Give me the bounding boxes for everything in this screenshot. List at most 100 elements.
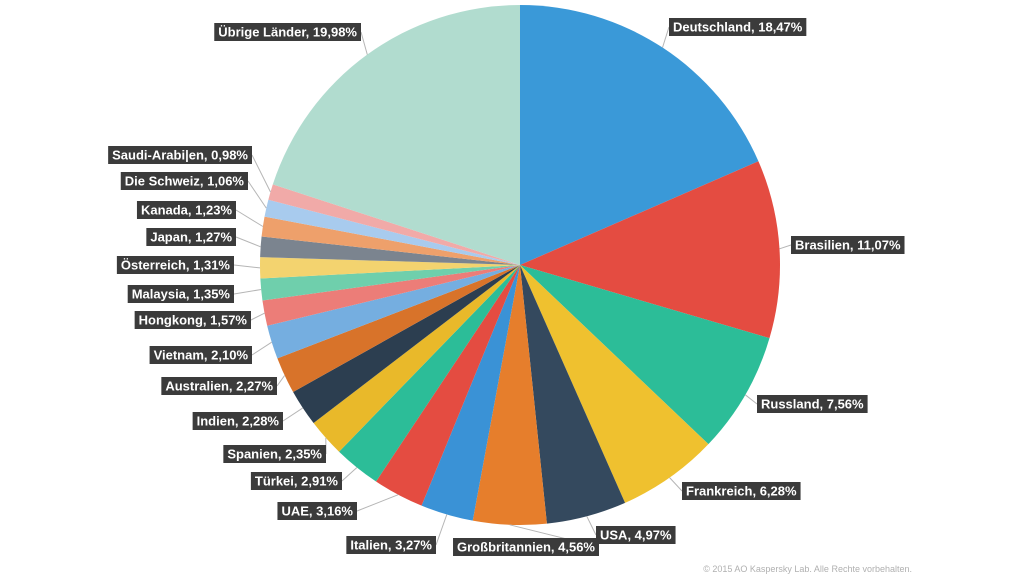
slice-label-text: Malaysia, 1,35% bbox=[132, 287, 231, 302]
leader-line bbox=[360, 31, 368, 55]
pie-slice bbox=[262, 265, 520, 326]
pie-slice bbox=[339, 265, 520, 482]
slice-label: Australien, 2,27% bbox=[161, 377, 277, 395]
slice-label-text: Deutschland, 18,47% bbox=[673, 20, 803, 35]
slice-label: UAE, 3,16% bbox=[277, 502, 357, 520]
leader-line bbox=[435, 514, 448, 546]
leader-line bbox=[251, 341, 272, 356]
slice-label-background bbox=[223, 445, 326, 463]
leader-line bbox=[356, 494, 399, 512]
pie-slice bbox=[261, 216, 520, 265]
pie-slice bbox=[267, 265, 520, 359]
slice-label-background bbox=[146, 228, 236, 246]
slice-label-background bbox=[453, 538, 599, 556]
slice-label: Österreich, 1,31% bbox=[116, 256, 234, 274]
slice-label: Hongkong, 1,57% bbox=[134, 311, 251, 329]
slice-label-background bbox=[682, 482, 801, 500]
slice-label: Die Schweiz, 1,06% bbox=[120, 172, 248, 190]
slice-label-background bbox=[120, 172, 248, 190]
slice-label: Italien, 3,27% bbox=[346, 536, 436, 554]
pie-slice bbox=[260, 236, 520, 265]
slice-label-text: Türkei, 2,91% bbox=[255, 474, 339, 489]
pie-slice bbox=[421, 265, 520, 521]
leader-line bbox=[235, 236, 261, 248]
leader-line bbox=[662, 26, 670, 48]
slice-label: Deutschland, 18,47% bbox=[669, 18, 807, 36]
slice-label-text: USA, 4,97% bbox=[600, 528, 672, 543]
slice-label-background bbox=[214, 23, 361, 41]
slice-label-background bbox=[669, 18, 807, 36]
slice-label: Übrige Länder, 19,98% bbox=[214, 23, 361, 41]
label-leader-lines bbox=[233, 26, 792, 548]
slice-label-text: Frankreich, 6,28% bbox=[686, 484, 797, 499]
leader-line bbox=[251, 154, 271, 193]
pie-slice bbox=[268, 184, 520, 265]
slice-label: Saudi-Arabi|en, 0,98% bbox=[108, 146, 252, 164]
slice-label-background bbox=[134, 311, 251, 329]
slice-label-text: Saudi-Arabi|en, 0,98% bbox=[112, 148, 248, 163]
pie-slice bbox=[293, 265, 520, 424]
slice-label-text: Spanien, 2,35% bbox=[227, 447, 322, 462]
slice-labels: Deutschland, 18,47% Brasilien, 11,07% Russ… bbox=[108, 18, 905, 556]
pie-slice bbox=[520, 265, 709, 503]
slice-label: Japan, 1,27% bbox=[146, 228, 236, 246]
leader-line bbox=[669, 477, 683, 492]
slice-label: USA, 4,97% bbox=[596, 526, 676, 544]
pie-slice bbox=[259, 257, 520, 279]
slice-label: Vietnam, 2,10% bbox=[149, 346, 252, 364]
slice-label: Brasilien, 11,07% bbox=[791, 236, 905, 254]
slice-label-text: Übrige Länder, 19,98% bbox=[218, 25, 357, 40]
slice-label-background bbox=[136, 201, 236, 219]
slice-label-text: Großbritannien, 4,56% bbox=[457, 540, 595, 555]
leader-line bbox=[779, 244, 792, 250]
slice-label-background bbox=[116, 256, 234, 274]
slice-label-background bbox=[757, 395, 868, 413]
leader-line bbox=[250, 312, 265, 321]
slice-label-background bbox=[277, 502, 357, 520]
copyright-notice: © 2015 AO Kaspersky Lab. Alle Rechte vor… bbox=[703, 564, 912, 574]
slice-label-text: Brasilien, 11,07% bbox=[795, 238, 901, 253]
slice-label: Kanada, 1,23% bbox=[136, 201, 236, 219]
leader-line bbox=[744, 394, 758, 405]
pie-slice bbox=[472, 265, 547, 525]
slice-label: Russland, 7,56% bbox=[757, 395, 868, 413]
leader-line bbox=[276, 375, 286, 387]
pie-slice bbox=[264, 199, 520, 265]
slice-label-text: Russland, 7,56% bbox=[761, 397, 864, 412]
pie-slice bbox=[260, 265, 520, 301]
slice-label-background bbox=[127, 285, 234, 303]
leader-line bbox=[247, 180, 267, 209]
slice-label: Indien, 2,28% bbox=[192, 412, 283, 430]
slice-label-background bbox=[108, 146, 252, 164]
slice-label: Türkei, 2,91% bbox=[250, 472, 342, 490]
slice-label-text: Indien, 2,28% bbox=[197, 414, 280, 429]
pie-slice bbox=[520, 265, 770, 445]
slice-label-text: Hongkong, 1,57% bbox=[139, 313, 248, 328]
leader-line bbox=[282, 407, 304, 422]
leader-line bbox=[235, 209, 264, 227]
slice-label: Malaysia, 1,35% bbox=[127, 285, 234, 303]
pie-slice bbox=[277, 265, 520, 392]
slice-label-background bbox=[596, 526, 676, 544]
pie-slice bbox=[520, 161, 780, 339]
slice-label-background bbox=[346, 536, 436, 554]
pie-slice bbox=[272, 5, 520, 265]
slice-label-background bbox=[791, 236, 905, 254]
slice-label-text: Italien, 3,27% bbox=[350, 538, 432, 553]
slice-label-background bbox=[149, 346, 252, 364]
leader-line bbox=[233, 289, 262, 295]
slice-label: Frankreich, 6,28% bbox=[682, 482, 801, 500]
slice-label-text: Kanada, 1,23% bbox=[141, 203, 232, 218]
slice-label-background bbox=[250, 472, 342, 490]
leader-line bbox=[233, 264, 261, 269]
pie-slice bbox=[520, 5, 759, 265]
slice-label-text: Australien, 2,27% bbox=[165, 379, 273, 394]
slice-label-text: Österreich, 1,31% bbox=[121, 258, 231, 273]
pie-slice bbox=[376, 265, 520, 506]
slice-label-background bbox=[192, 412, 283, 430]
slice-label-text: Japan, 1,27% bbox=[150, 230, 232, 245]
slice-label: Spanien, 2,35% bbox=[223, 445, 326, 463]
slice-label-text: UAE, 3,16% bbox=[281, 504, 353, 519]
slice-label-text: Vietnam, 2,10% bbox=[154, 348, 249, 363]
